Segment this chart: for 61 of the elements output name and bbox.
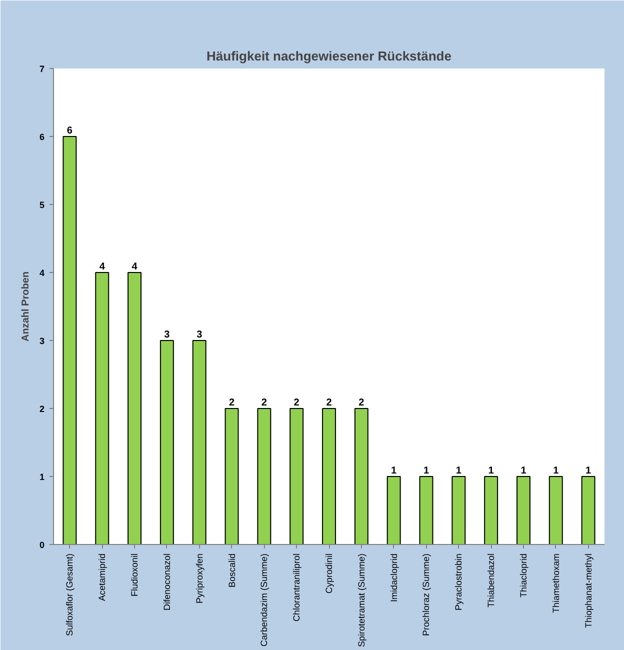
x-tick-label: Pyriproxyfen [194, 553, 204, 604]
chart-title: Häufigkeit nachgewiesener Rückstände [206, 48, 452, 64]
x-tick-label: Cyprodinil [324, 553, 334, 594]
bar [224, 408, 239, 544]
x-tick-label: Spirotetramat (Summe) [356, 553, 366, 648]
x-tick-label: Thiophanat-methyl [583, 553, 594, 628]
bar [419, 476, 434, 544]
data-label: 2 [261, 398, 268, 408]
bar [160, 340, 174, 544]
data-label: 3 [196, 330, 203, 340]
bar [62, 136, 77, 544]
y-tick-label: 1 [39, 472, 45, 482]
data-label: 1 [488, 466, 494, 476]
x-tick-label: Carbendazim (Summe) [259, 553, 270, 647]
data-label: 1 [423, 466, 430, 476]
data-label: 1 [520, 466, 527, 476]
bar [386, 476, 401, 544]
bar [581, 476, 596, 544]
bar [128, 272, 142, 544]
data-label: 3 [164, 330, 170, 340]
x-tick-label: Thiacloprid [518, 553, 528, 598]
bar [192, 340, 206, 544]
x-tick-label: Prochloraz (Summe) [421, 553, 432, 636]
data-label: 1 [553, 466, 560, 476]
data-label: 6 [66, 126, 73, 136]
bar [452, 476, 466, 544]
x-tick-label: Chlorantraniliprol [292, 553, 302, 622]
x-tick-label: Pyraclostrobin [454, 553, 464, 611]
y-axis-title: Anzahl Proben [20, 271, 32, 342]
bar [516, 476, 530, 544]
x-tick-label: Fludioxonil [130, 553, 140, 597]
data-label: 4 [132, 262, 138, 272]
bar [257, 408, 272, 544]
bar [484, 476, 498, 544]
data-label: 1 [586, 466, 592, 476]
data-label: 2 [294, 398, 300, 408]
y-tick-label: 4 [39, 268, 45, 278]
bar [354, 408, 368, 544]
y-tick-label: 3 [39, 336, 45, 346]
y-tick-label: 6 [39, 132, 45, 142]
y-tick-label: 2 [39, 404, 45, 414]
y-tick-label: 5 [39, 200, 45, 210]
x-tick-label: Thiabendazol [486, 553, 496, 608]
data-label: 2 [228, 398, 235, 408]
x-tick-label: Boscalid [226, 553, 237, 588]
data-label: 2 [358, 398, 365, 408]
data-label: 4 [99, 262, 106, 272]
x-tick-label: Difenoconazol [162, 553, 172, 611]
y-tick-label: 0 [39, 540, 45, 550]
bar [95, 272, 110, 544]
data-label: 1 [391, 466, 398, 476]
x-tick-label: Sulfoxaflor (Gesamt) [64, 553, 75, 636]
data-label: 1 [456, 466, 462, 476]
y-tick-label: 7 [39, 64, 45, 74]
x-tick-label: Thiamethoxam [550, 553, 561, 614]
bar [548, 476, 563, 544]
x-tick-label: Acetamiprid [97, 553, 108, 602]
bar [322, 408, 336, 544]
bar [290, 408, 304, 544]
data-label: 2 [326, 398, 332, 408]
x-tick-label: Imidacloprid [388, 553, 399, 602]
